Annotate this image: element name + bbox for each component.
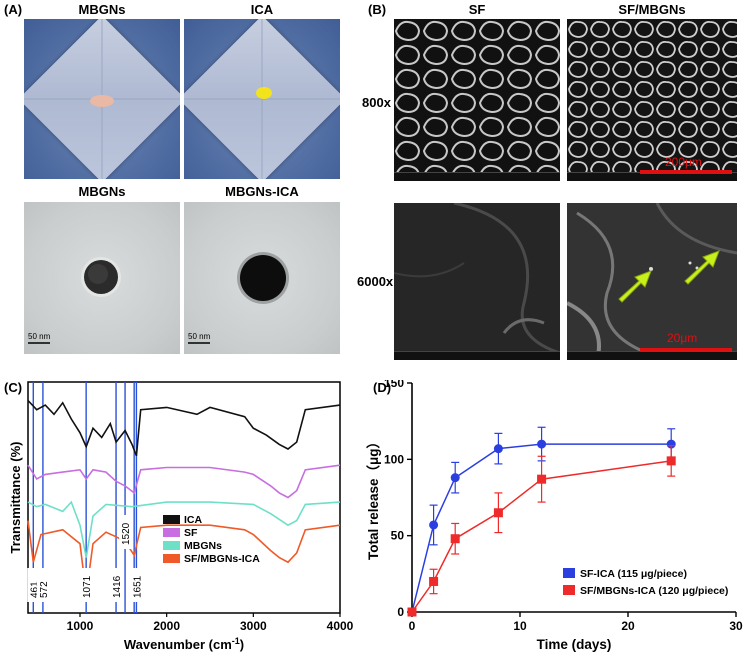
legend-swatch — [163, 554, 180, 563]
peak-label-bg — [110, 568, 123, 602]
data-point — [537, 474, 547, 484]
data-point — [666, 439, 676, 449]
x-tick-label: 20 — [621, 619, 635, 633]
x-tick-label: 4000 — [327, 619, 354, 633]
peak-label: 1416 — [112, 575, 123, 598]
plot-frame — [27, 381, 341, 614]
x-tick-label: 1000 — [67, 619, 94, 633]
peak-label: 1520 — [121, 522, 132, 545]
data-point — [493, 508, 503, 518]
data-point — [450, 473, 460, 483]
data-point — [450, 534, 460, 544]
arrows — [618, 250, 720, 303]
tem-image-mbgns: 50 nm — [24, 202, 180, 354]
legend-label: MBGNs — [184, 540, 222, 552]
legend-swatch — [563, 585, 575, 595]
sem-sf-mbgns-6000x: 20μm — [567, 203, 737, 360]
mbgns-powder — [90, 95, 114, 107]
release-chart: 0 50 100 150 0 10 20 30 Time (days) Total release… — [366, 380, 743, 652]
mag-label-6000x: 6000x — [357, 274, 394, 289]
x-tick-label: 30 — [729, 619, 743, 633]
peak-label-bg — [27, 568, 40, 602]
sem-sf-6000x — [394, 203, 560, 360]
legend-label: ICA — [184, 514, 203, 526]
x-axis-label: Wavenumber (cm-1) — [124, 636, 244, 652]
peak-label: 572 — [39, 581, 50, 598]
peak-label-bg — [130, 568, 143, 602]
series-line — [27, 500, 341, 558]
photo-title-ica: ICA — [250, 2, 274, 17]
peak-label-bg — [80, 568, 93, 602]
weighing-paper — [184, 19, 340, 179]
tem-title-mbgns-ica: MBGNs-ICA — [225, 184, 299, 199]
y-tick-label: 50 — [391, 529, 405, 543]
peak-label: 1651 — [132, 575, 143, 598]
data-point — [537, 439, 547, 449]
photo-ica — [184, 19, 340, 179]
scale-label-tem: 50 nm — [188, 332, 211, 341]
y-tick-label: 0 — [397, 605, 404, 619]
legend-swatch — [163, 515, 180, 524]
scale-label-tem: 50 nm — [28, 332, 51, 341]
peak-label: 461 — [29, 581, 40, 598]
sem-sf-mbgns-800x: 200μm — [567, 19, 737, 181]
series-line — [27, 520, 341, 595]
panel-b-label: (B) — [368, 2, 387, 17]
scale-bar-6000x — [640, 348, 732, 352]
scale-label-6000x: 20μm — [667, 331, 698, 345]
legend-swatch — [163, 528, 180, 537]
y-axis-label: Transmittance (%) — [8, 442, 23, 554]
scale-bar-800x — [640, 170, 732, 174]
x-tick-label: 10 — [513, 619, 527, 633]
series-line — [411, 460, 672, 613]
mag-label-800x: 800x — [362, 95, 391, 110]
arrow-icon — [684, 250, 720, 285]
sem-title-sf: SF — [468, 2, 486, 17]
x-tick-label: 2000 — [153, 619, 180, 633]
series-line — [27, 399, 341, 457]
sem-title-sf-mbgns: SF/MBGNs — [618, 2, 686, 17]
data-point — [429, 520, 439, 530]
x-tick-label: 3000 — [240, 619, 267, 633]
series-line — [27, 464, 341, 499]
legend-swatch — [563, 568, 575, 578]
x-axis-label: Time (days) — [537, 637, 612, 652]
legend-label: SF — [184, 527, 198, 539]
legend-label: SF/MBGNs-ICA (120 μg/piece) — [580, 585, 728, 597]
ica-powder — [256, 87, 272, 99]
sem-sf-800x — [394, 19, 560, 181]
panel-c-label: (C) — [4, 380, 23, 395]
peak-label: 1071 — [82, 575, 93, 598]
data-point — [493, 444, 503, 454]
photo-mbgns — [24, 19, 180, 179]
data-point — [407, 607, 417, 617]
tem-image-mbgns-ica: 50 nm — [184, 202, 340, 354]
tem-title-mbgns: MBGNs — [78, 184, 126, 199]
data-point — [666, 456, 676, 466]
arrow-icon — [618, 270, 652, 303]
legend-swatch — [163, 541, 180, 550]
panel-d-label: (D) — [373, 380, 392, 395]
scale-label-800x: 200μm — [665, 155, 702, 169]
panel-a-label: (A) — [4, 2, 23, 17]
y-axis-label: Total release（μg） — [366, 435, 381, 560]
peak-label-bg — [119, 515, 132, 549]
ftir-chart: 4615721071141615201625165110002000300040… — [8, 381, 354, 652]
series-line — [411, 443, 672, 613]
legend-label: SF/MBGNs-ICA — [184, 553, 260, 565]
photo-title-mbgns: MBGNs — [78, 2, 126, 17]
peak-label-bg — [36, 568, 49, 602]
y-tick-label: 150 — [384, 380, 404, 390]
data-point — [429, 576, 439, 586]
x-tick-label: 0 — [409, 619, 416, 633]
legend-label: SF-ICA (115 μg/piece) — [580, 568, 687, 580]
y-tick-label: 100 — [384, 452, 404, 466]
